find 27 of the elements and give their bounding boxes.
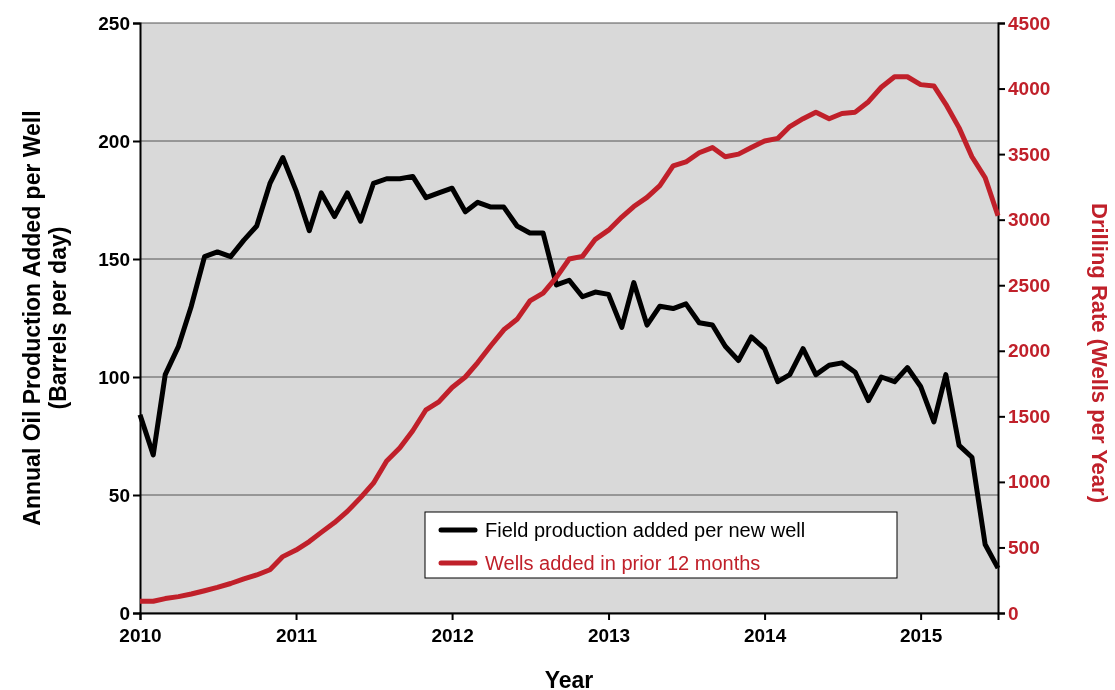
y-tick-label: 0 — [119, 602, 130, 624]
x-tick-label: 2013 — [587, 625, 631, 646]
x-tick-label: 2014 — [743, 625, 787, 646]
y-tick-label: 150 — [98, 248, 130, 270]
y-tick-label: 200 — [98, 130, 130, 152]
y-tick-label: 250 — [98, 12, 130, 34]
y2-tick-label: 3000 — [1008, 209, 1051, 231]
y2-tick-label: 2000 — [1008, 340, 1051, 362]
y2-tick-label: 2500 — [1008, 274, 1051, 296]
y2-axis-title: Drilling Rate (Wells per Year) — [1087, 203, 1112, 503]
y2-tick-label: 1500 — [1008, 405, 1051, 427]
x-tick-label: 2011 — [275, 625, 318, 646]
y-axis-title: Annual Oil Production Added per Well (Barrels per day) — [19, 110, 72, 526]
y2-tick-label: 4000 — [1008, 78, 1051, 100]
legend-label: Wells added in prior 12 months — [485, 552, 761, 574]
y2-tick-label: 4500 — [1008, 12, 1051, 34]
x-tick-label: 2012 — [431, 625, 474, 646]
y2-tick-label: 0 — [1008, 602, 1019, 624]
y2-tick-label: 500 — [1008, 537, 1040, 559]
y2-tick-label: 3500 — [1008, 143, 1051, 165]
y2-tick-label: 1000 — [1008, 471, 1051, 493]
y-tick-label: 100 — [98, 366, 130, 388]
x-tick-label: 2015 — [899, 625, 943, 646]
x-axis-title: Year — [544, 667, 594, 690]
y-tick-label: 50 — [108, 484, 130, 506]
legend-label: Field production added per new well — [485, 519, 806, 541]
x-tick-label: 2010 — [119, 625, 162, 646]
